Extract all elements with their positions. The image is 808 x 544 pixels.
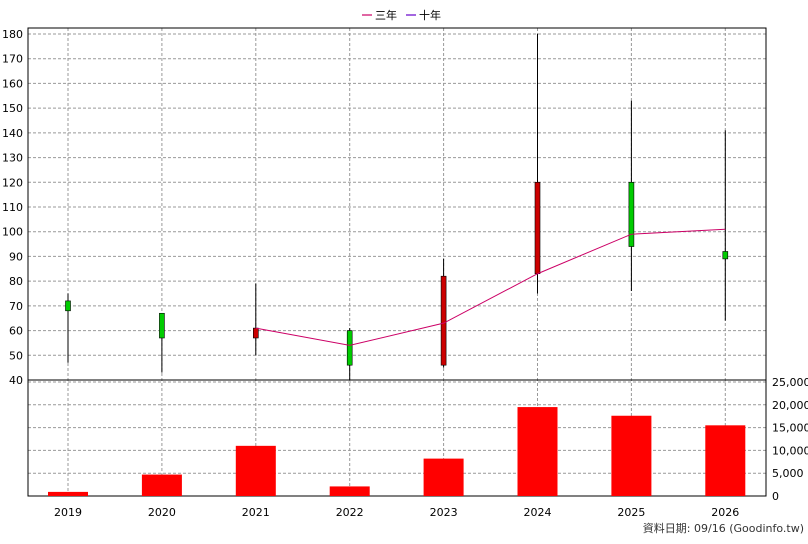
x-tick-label: 2019 [54, 506, 82, 519]
x-tick-label: 2023 [430, 506, 458, 519]
volume-bar [141, 474, 182, 496]
volume-tick-label: 0 [772, 490, 779, 503]
x-tick-label: 2020 [148, 506, 176, 519]
volume-bar [48, 491, 88, 496]
candle-body [159, 312, 165, 339]
price-tick-label: 170 [2, 53, 23, 66]
price-tick-label: 80 [9, 275, 23, 288]
price-tick-label: 140 [2, 127, 23, 140]
x-tick-label: 2022 [336, 506, 364, 519]
volume-tick-label: 15,000 [772, 422, 808, 435]
legend: 三年 十年 [362, 8, 441, 22]
data-date-footer: 資料日期: 09/16 (Goodinfo.tw) [643, 521, 804, 535]
candle-body [534, 181, 541, 275]
volume-bar [517, 407, 558, 496]
price-tick-label: 60 [9, 325, 23, 338]
x-tick-label: 2026 [711, 506, 739, 519]
moving-average-lines [255, 228, 726, 346]
legend-ma10-label: 十年 [419, 8, 441, 22]
price-tick-label: 120 [2, 176, 23, 189]
x-tick-label: 2025 [617, 506, 645, 519]
price-tick-label: 150 [2, 102, 23, 115]
grid-layer [28, 28, 766, 497]
price-tick-label: 70 [9, 300, 23, 313]
candle-body [346, 330, 353, 366]
volume-bar [705, 425, 746, 496]
candle-body [722, 251, 729, 260]
candle-body [440, 275, 447, 366]
outer-frame [27, 27, 767, 497]
price-tick-label: 160 [2, 77, 23, 90]
candle-body [628, 181, 635, 247]
volume-bar [329, 486, 370, 496]
x-tick-label: 2021 [242, 506, 270, 519]
price-tick-label: 50 [9, 349, 23, 362]
candle-body [65, 300, 71, 312]
candle-body [253, 327, 259, 339]
plot-frame [27, 27, 767, 497]
volume-bar [423, 458, 464, 496]
price-tick-label: 40 [9, 374, 23, 387]
volume-bars [48, 407, 746, 496]
price-tick-label: 90 [9, 250, 23, 263]
price-tick-label: 130 [2, 152, 23, 165]
ma3-line [255, 228, 726, 346]
legend-ma3-label: 三年 [375, 8, 397, 22]
price-tick-label: 110 [2, 201, 23, 214]
axis-labels: 40 50 60 70 80 90 100 110 120 130 140 150 160 170 180 0… [2, 28, 808, 519]
volume-bar [611, 415, 652, 496]
price-tick-label: 100 [2, 226, 23, 239]
volume-tick-label: 25,000 [772, 376, 808, 389]
volume-tick-label: 5,000 [772, 467, 804, 480]
volume-bar [235, 445, 276, 496]
candlesticks [65, 34, 729, 380]
x-tick-label: 2024 [524, 506, 552, 519]
volume-tick-label: 10,000 [772, 444, 808, 457]
volume-tick-label: 20,000 [772, 399, 808, 412]
price-tick-label: 180 [2, 28, 23, 41]
